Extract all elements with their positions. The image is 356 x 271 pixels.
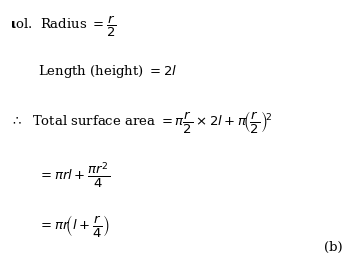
Text: $= \pi rl + \dfrac{\pi r^2}{4}$: $= \pi rl + \dfrac{\pi r^2}{4}$	[38, 160, 110, 190]
Text: $= \pi r\!\left(l + \dfrac{r}{4}\right)$: $= \pi r\!\left(l + \dfrac{r}{4}\right)$	[38, 213, 109, 239]
Text: $\therefore$  Total surface area $= \pi\dfrac{r}{2} \times 2l + \pi\!\left(\dfra: $\therefore$ Total surface area $= \pi\d…	[10, 109, 272, 135]
Text: Length (height) $= 2l$: Length (height) $= 2l$	[38, 63, 177, 80]
Text: (b): (b)	[324, 240, 343, 253]
Text: $\mathbf{\iota}$ol.  Radius $= \dfrac{r}{2}$: $\mathbf{\iota}$ol. Radius $= \dfrac{r}{…	[10, 14, 117, 39]
